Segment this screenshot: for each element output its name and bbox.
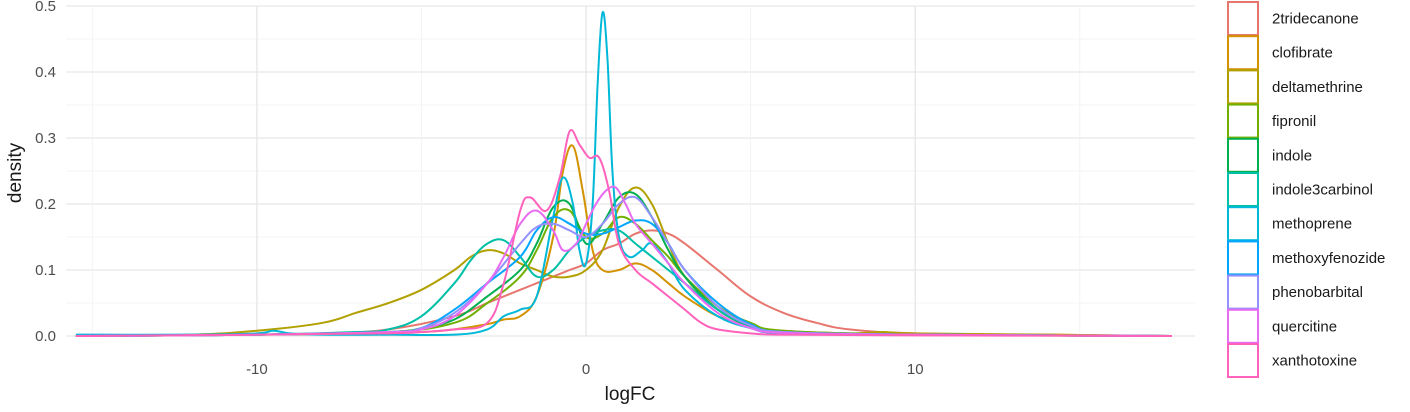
grid [66, 5, 1195, 337]
legend-item-2tridecanone: 2tridecanone [1227, 1, 1359, 36]
x-axis-title: logFC [605, 384, 656, 405]
legend-key [1227, 172, 1259, 207]
legend-key [1227, 308, 1259, 344]
series-line-methoprene [75, 11, 1172, 337]
series-line-xanthotoxine [75, 129, 1172, 337]
x-tick-label: 0 [582, 361, 590, 378]
legend-key [1227, 35, 1259, 71]
legend: 2tridecanone clofibrate deltamethrine fipro… [1227, 1, 1385, 378]
legend-item-methoxyfenozide: methoxyfenozide [1227, 240, 1385, 276]
x-axis-ticks: -10 0 10 [246, 361, 923, 378]
y-tick-label: 0.0 [35, 328, 56, 345]
x-tick-label: -10 [246, 361, 268, 378]
legend-key [1227, 137, 1259, 173]
legend-key [1227, 1, 1259, 36]
y-tick-label: 0.5 [35, 0, 56, 15]
x-tick-label: 10 [907, 361, 924, 378]
series-line-fipronil [75, 208, 1172, 337]
series-line-quercitine [75, 185, 1172, 337]
series-line-2tridecanone [75, 229, 1172, 337]
legend-label: phenobarbital [1272, 284, 1363, 301]
series-lines [75, 11, 1172, 337]
legend-item-quercitine: quercitine [1227, 308, 1337, 344]
legend-label: xanthotoxine [1272, 353, 1357, 370]
y-tick-label: 0.3 [35, 130, 56, 147]
legend-item-methoprene: methoprene [1227, 206, 1352, 242]
legend-key [1227, 274, 1259, 310]
legend-item-phenobarbital: phenobarbital [1227, 274, 1363, 310]
legend-label: indole3carbinol [1272, 182, 1373, 199]
legend-label: fipronil [1272, 113, 1316, 130]
legend-key [1227, 343, 1259, 378]
series-line-indole3carbinol [75, 228, 1172, 337]
y-axis-ticks: 0.0 0.1 0.2 0.3 0.4 0.5 [35, 0, 56, 345]
legend-item-indole3carbinol: indole3carbinol [1227, 172, 1373, 207]
legend-label: 2tridecanone [1272, 11, 1359, 28]
series-line-phenobarbital [75, 195, 1172, 337]
y-tick-label: 0.1 [35, 262, 56, 279]
legend-item-xanthotoxine: xanthotoxine [1227, 343, 1357, 378]
legend-item-deltamethrine: deltamethrine [1227, 69, 1363, 105]
legend-label: deltamethrine [1272, 79, 1363, 96]
legend-label: methoxyfenozide [1272, 250, 1385, 267]
y-tick-label: 0.4 [35, 64, 56, 81]
legend-item-fipronil: fipronil [1227, 103, 1316, 139]
series-line-methoxyfenozide [75, 216, 1172, 337]
legend-label: quercitine [1272, 318, 1337, 335]
legend-item-clofibrate: clofibrate [1227, 35, 1333, 71]
legend-item-indole: indole [1227, 137, 1312, 173]
legend-label: clofibrate [1272, 45, 1333, 62]
legend-key [1227, 206, 1259, 242]
legend-label: indole [1272, 147, 1312, 164]
y-tick-label: 0.2 [35, 196, 56, 213]
legend-key [1227, 103, 1259, 139]
legend-key [1227, 69, 1259, 105]
legend-key [1227, 240, 1259, 276]
y-axis-title: density [5, 142, 26, 203]
legend-label: methoprene [1272, 216, 1352, 233]
series-line-deltamethrine [75, 186, 1172, 337]
series-line-indole [75, 191, 1172, 337]
